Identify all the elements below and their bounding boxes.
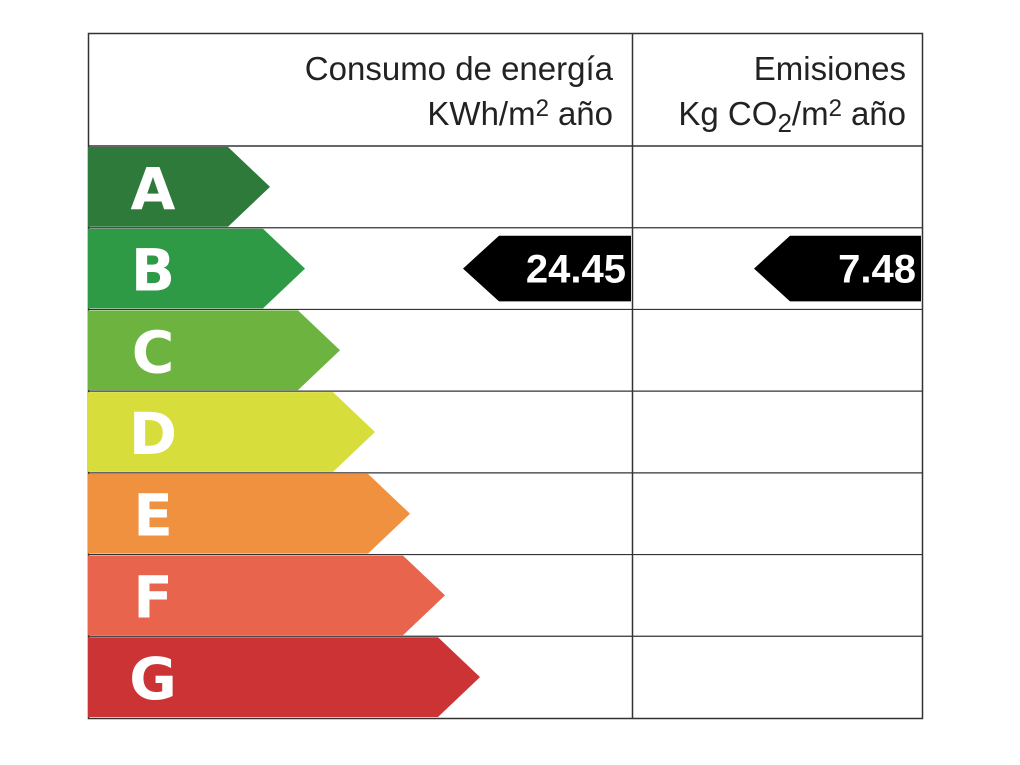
- rating-arrow: [88, 473, 410, 554]
- rating-arrow: [88, 637, 480, 717]
- unit-part: año: [851, 95, 906, 132]
- rating-letter: G: [129, 645, 177, 713]
- unit-part: año: [558, 95, 613, 132]
- rating-letter: A: [131, 155, 176, 223]
- subscript: 2: [777, 108, 791, 138]
- superscript: 2: [536, 95, 549, 122]
- rating-value: 24.45: [526, 248, 626, 292]
- emissions-title: Emisiones: [754, 50, 906, 87]
- rating-arrow: [88, 228, 305, 309]
- rating-arrow: [88, 147, 270, 227]
- rating-value: 7.48: [838, 248, 916, 292]
- rating-arrow: [88, 392, 375, 472]
- rating-letter: E: [133, 482, 173, 550]
- rating-arrow: [88, 310, 340, 391]
- emissions-unit: Kg CO2/m2 año: [678, 95, 906, 138]
- rating-letter: D: [129, 400, 177, 468]
- unit-part: Kg CO: [678, 95, 777, 132]
- unit-part: /m: [792, 95, 829, 132]
- rating-marker: [463, 235, 631, 302]
- rating-letter: B: [131, 237, 175, 305]
- rating-arrow: [88, 555, 445, 636]
- energy-title: Consumo de energía: [305, 50, 614, 87]
- rating-marker: [754, 235, 921, 302]
- rating-letter: F: [133, 563, 173, 631]
- superscript: 2: [829, 95, 842, 122]
- energy-unit: KWh/m2 año: [427, 95, 613, 132]
- unit-part: KWh/m: [427, 95, 535, 132]
- rating-letter: C: [132, 318, 175, 386]
